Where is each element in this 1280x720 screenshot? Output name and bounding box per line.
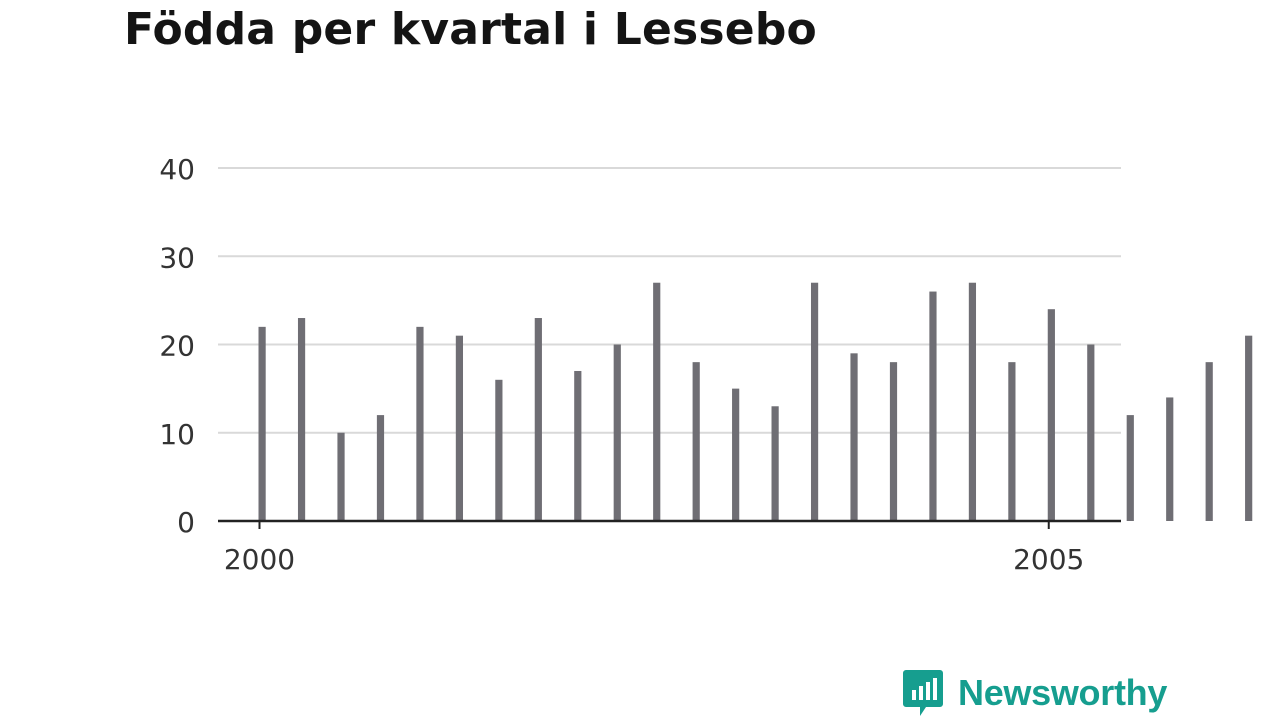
x-axis-ticks: 200020052010201520202025	[224, 521, 1084, 576]
x-tick-label: 2000	[224, 543, 295, 576]
newsworthy-logo-icon	[903, 670, 943, 716]
bar	[771, 406, 779, 521]
bar	[1008, 362, 1016, 521]
bar	[653, 282, 661, 521]
bar	[1087, 344, 1095, 521]
y-tick-label: 20	[159, 330, 195, 363]
bar	[534, 318, 542, 521]
y-tick-label: 30	[159, 241, 195, 274]
bar	[337, 432, 345, 521]
bar	[1047, 309, 1055, 521]
bar	[1245, 335, 1253, 521]
bar	[889, 362, 898, 521]
bar	[574, 370, 582, 521]
bar	[376, 415, 385, 521]
y-tick-label: 10	[159, 418, 195, 451]
x-tick-label: 2005	[1013, 543, 1084, 576]
bar	[416, 326, 424, 521]
y-axis-ticks: 0 10 20 30 40	[159, 153, 195, 539]
bar	[1166, 397, 1174, 521]
brand-logo: Newsworthy	[902, 668, 1167, 718]
bar	[929, 291, 937, 521]
bar	[258, 326, 266, 521]
gridlines	[218, 167, 1121, 434]
bar	[1205, 362, 1213, 521]
bar	[968, 282, 977, 521]
bar	[613, 344, 621, 521]
bar	[810, 282, 819, 521]
bar	[297, 318, 306, 521]
bar	[692, 362, 700, 521]
y-tick-label: 40	[159, 153, 195, 186]
bar	[1126, 415, 1134, 521]
bar	[732, 388, 740, 521]
bar	[455, 335, 464, 521]
y-tick-label: 0	[177, 506, 195, 539]
brand-name: Newsworthy	[958, 672, 1168, 713]
bar	[495, 379, 503, 521]
chart-title: Födda per kvartal i Lessebo	[124, 4, 817, 55]
bar	[850, 353, 858, 521]
bar-series	[258, 282, 1253, 521]
